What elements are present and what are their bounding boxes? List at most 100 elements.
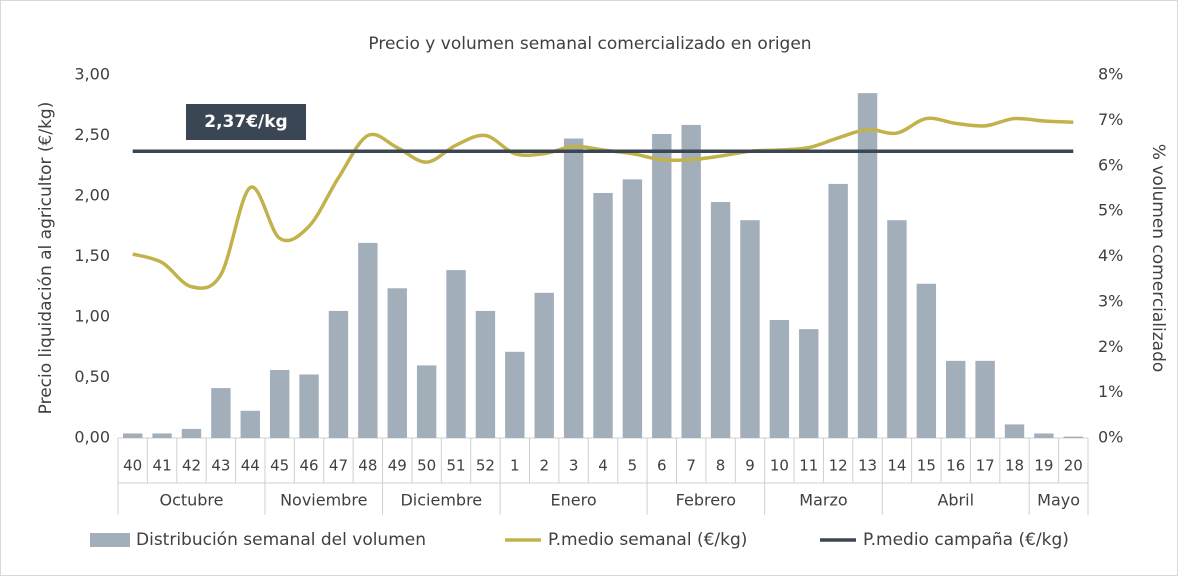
x-tick-label: 12	[829, 457, 848, 475]
y2-tick-label: 3%	[1098, 291, 1123, 310]
y-tick-label: 0,00	[74, 428, 110, 447]
bar	[593, 192, 613, 438]
legend-label: P.medio campaña (€/kg)	[863, 530, 1069, 550]
x-tick-label: 1	[510, 457, 520, 475]
bar	[240, 410, 260, 438]
x-tick-label: 40	[123, 457, 142, 475]
y2-tick-label: 1%	[1098, 382, 1123, 401]
y2-tick-label: 5%	[1098, 201, 1123, 220]
bar	[975, 360, 995, 438]
bar	[740, 220, 760, 438]
x-tick-label: 8	[716, 457, 726, 475]
y2-tick-label: 6%	[1098, 155, 1123, 174]
bar	[857, 93, 878, 439]
bar	[505, 351, 525, 438]
legend-label: Distribución semanal del volumen	[136, 530, 426, 550]
y-tick-label: 0,50	[74, 367, 110, 386]
x-tick-label: 43	[211, 457, 230, 475]
bar	[946, 360, 966, 438]
y-tick-label: 2,00	[74, 186, 110, 205]
bar	[328, 310, 349, 438]
y-tick-label: 1,00	[74, 307, 110, 326]
y2-tick-label: 4%	[1098, 246, 1123, 265]
x-tick-label: 50	[417, 457, 436, 475]
x-tick-label: 44	[241, 457, 260, 475]
x-tick-label: 10	[770, 457, 789, 475]
group-label: Mayo	[1037, 491, 1080, 510]
bar	[622, 179, 643, 439]
y2-axis-title: % volumen comercializado	[1148, 144, 1168, 373]
x-tick-label: 52	[476, 457, 495, 475]
bar	[652, 133, 672, 439]
x-tick-label: 18	[1005, 457, 1024, 475]
x-tick-label: 49	[388, 457, 407, 475]
x-tick-label: 7	[686, 457, 696, 475]
x-tick-label: 6	[657, 457, 667, 475]
group-label: Octubre	[159, 491, 223, 510]
x-tick-label: 48	[358, 457, 377, 475]
bar	[416, 365, 437, 438]
y-tick-label: 3,00	[74, 65, 110, 84]
bar	[710, 202, 731, 438]
x-tick-label: 20	[1064, 457, 1083, 475]
chart-title: Precio y volumen semanal comercializado …	[368, 34, 811, 54]
bar	[358, 242, 378, 438]
bar	[211, 388, 231, 438]
y-axis-title: Precio liquidación al agricultor (€/kg)	[36, 102, 56, 415]
bar	[1004, 424, 1025, 438]
bar	[681, 124, 701, 438]
y2-tick-label: 8%	[1098, 65, 1123, 84]
bar	[916, 283, 937, 438]
bar	[769, 320, 790, 438]
annotation-box	[186, 104, 306, 140]
x-tick-label: 17	[976, 457, 995, 475]
bar	[122, 433, 143, 438]
x-tick-label: 42	[182, 457, 201, 475]
bar	[475, 310, 496, 438]
x-tick-label: 19	[1034, 457, 1053, 475]
bar	[799, 329, 819, 438]
bar	[387, 288, 407, 438]
x-tick-label: 46	[300, 457, 319, 475]
bar	[1034, 433, 1054, 438]
bar	[563, 138, 584, 438]
bar	[152, 433, 172, 438]
x-tick-label: 2	[539, 457, 549, 475]
x-tick-label: 45	[270, 457, 289, 475]
x-tick-label: 15	[917, 457, 936, 475]
y-tick-label: 2,50	[74, 125, 110, 144]
y-tick-label: 1,50	[74, 246, 110, 265]
annotation-label: 2,37€/kg	[204, 112, 287, 132]
y2-tick-label: 7%	[1098, 110, 1123, 129]
x-tick-label: 4	[598, 457, 608, 475]
bar	[446, 270, 466, 438]
bar	[828, 183, 848, 438]
x-tick-label: 41	[153, 457, 172, 475]
bar	[887, 220, 907, 438]
x-tick-label: 16	[946, 457, 965, 475]
x-tick-label: 11	[799, 457, 818, 475]
bar	[299, 374, 319, 438]
y2-tick-label: 0%	[1098, 428, 1123, 447]
group-label: Marzo	[799, 491, 847, 510]
bar	[181, 428, 202, 438]
group-label: Enero	[551, 491, 597, 510]
legend-label: P.medio semanal (€/kg)	[548, 530, 747, 550]
legend-swatch	[90, 533, 130, 547]
group-label: Abril	[937, 491, 974, 510]
group-label: Noviembre	[280, 491, 367, 510]
bar	[269, 369, 290, 438]
group-label: Febrero	[676, 491, 736, 510]
y2-tick-label: 2%	[1098, 337, 1123, 356]
bar	[1063, 436, 1084, 438]
x-tick-label: 13	[858, 457, 877, 475]
x-tick-label: 5	[628, 457, 638, 475]
x-tick-label: 47	[329, 457, 348, 475]
x-tick-label: 3	[569, 457, 579, 475]
x-tick-label: 51	[446, 457, 465, 475]
x-tick-label: 14	[887, 457, 906, 475]
bar	[534, 292, 554, 438]
x-tick-label: 9	[745, 457, 755, 475]
